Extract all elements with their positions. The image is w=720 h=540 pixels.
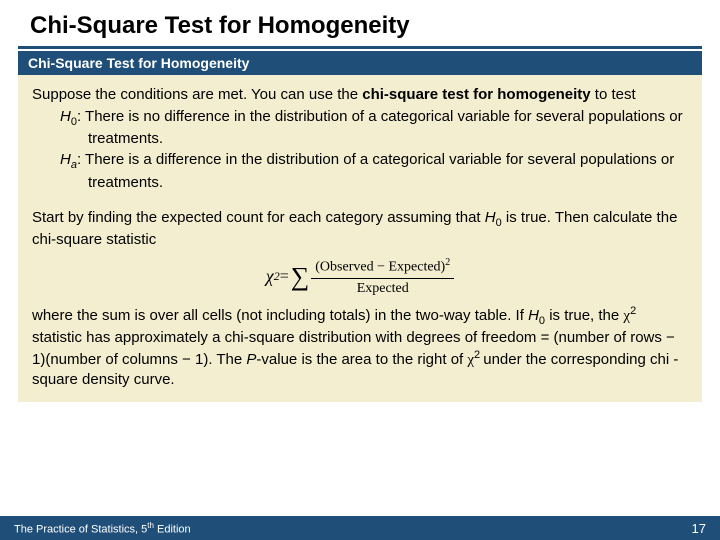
final-paragraph: where the sum is over all cells (not inc… [32, 304, 688, 390]
intro-part1: Suppose the conditions are met. You can … [32, 86, 362, 103]
num-text: (Observed − Expected) [315, 260, 445, 275]
section-bar: Chi-Square Test for Homogeneity [18, 51, 702, 75]
fp-chi2-exp: 2 [474, 349, 483, 361]
hypothesis-h0: H0: There is no difference in the distri… [60, 107, 688, 149]
page-title: Chi-Square Test for Homogeneity [0, 0, 720, 46]
mid-p1: Start by finding the expected count for … [32, 209, 485, 226]
ha-text: : There is a difference in the distribut… [77, 151, 674, 190]
formula-lhs-chi: χ [266, 265, 274, 288]
content-box: Suppose the conditions are met. You can … [18, 75, 702, 402]
hypothesis-ha: Ha: There is a difference in the distrib… [60, 150, 688, 192]
formula-denominator: Expected [357, 279, 409, 298]
title-underline [18, 46, 702, 49]
h0-text: : There is no difference in the distribu… [77, 108, 683, 147]
intro-bold: chi-square test for homogeneity [362, 86, 590, 103]
footer-text2: Edition [154, 523, 191, 535]
sigma-icon: ∑ [289, 260, 312, 294]
footer-text1: The Practice of Statistics, 5 [14, 523, 147, 535]
intro-text: Suppose the conditions are met. You can … [32, 85, 688, 105]
h0-label: H [60, 108, 71, 125]
page-number: 17 [692, 521, 706, 536]
formula-numerator: (Observed − Expected)2 [311, 256, 454, 279]
fp-p1: where the sum is over all cells (not inc… [32, 307, 528, 324]
intro-part2: to test [591, 86, 636, 103]
num-exp: 2 [445, 257, 450, 268]
footer-sup: th [147, 521, 154, 530]
ha-label: H [60, 151, 71, 168]
fp-chi-exp: 2 [630, 305, 636, 317]
formula-eq: = [280, 267, 289, 288]
mid-paragraph: Start by finding the expected count for … [32, 208, 688, 250]
mid-h0: H [485, 209, 496, 226]
fp-p2: is true, the [545, 307, 623, 324]
footer-bar: The Practice of Statistics, 5th Edition … [0, 516, 720, 540]
fp-pval: P [246, 351, 256, 368]
fp-p4: -value is the area to the right of [256, 351, 467, 368]
footer-left: The Practice of Statistics, 5th Edition [14, 521, 191, 536]
chi-square-formula: χ 2 = ∑ (Observed − Expected)2 Expected [205, 256, 515, 298]
fp-h0: H [528, 307, 539, 324]
